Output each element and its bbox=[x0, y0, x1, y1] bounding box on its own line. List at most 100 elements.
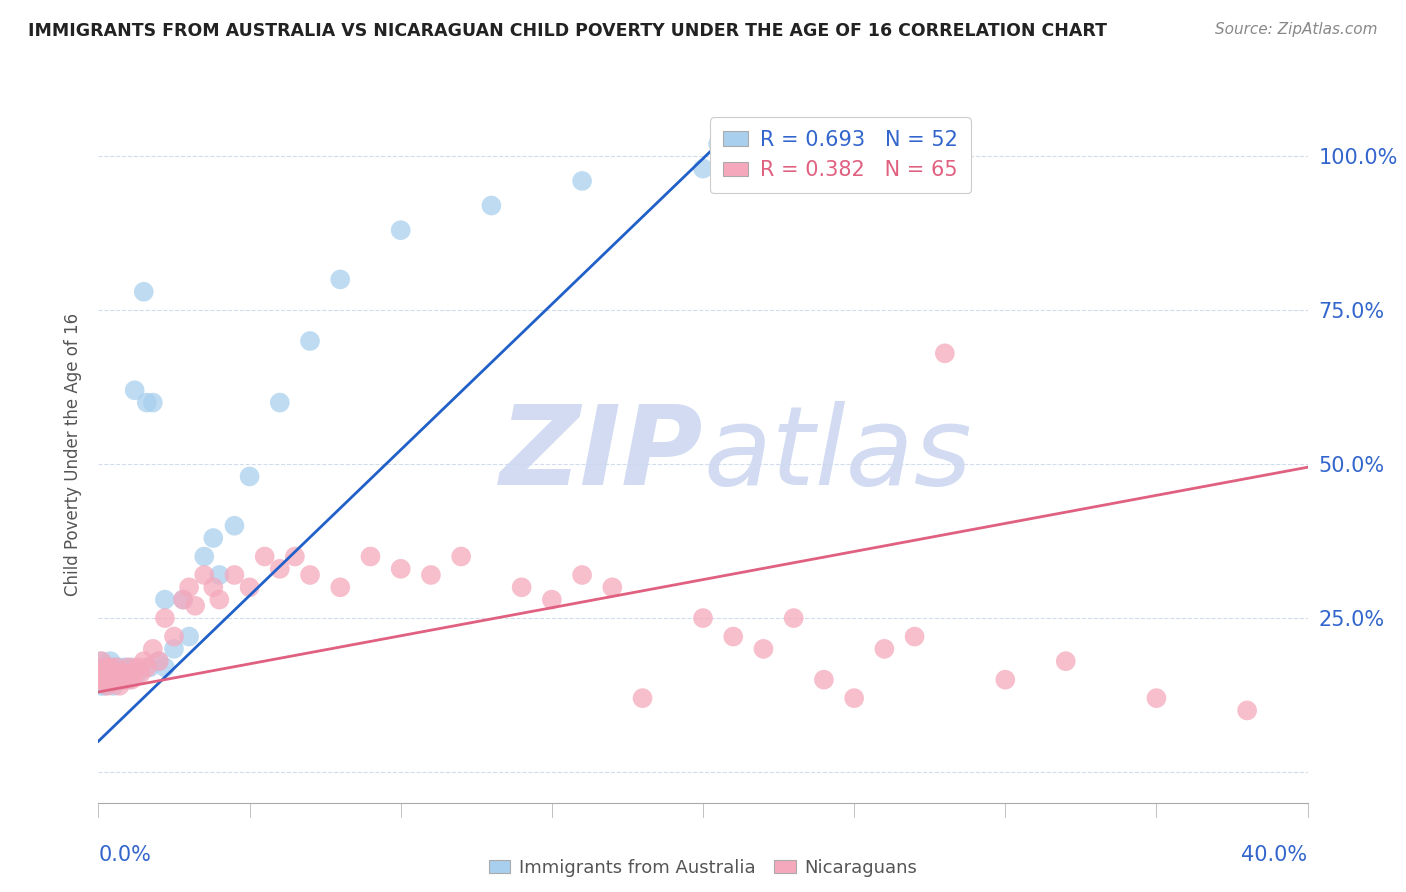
Text: 0.0%: 0.0% bbox=[98, 845, 152, 864]
Point bbox=[707, 136, 730, 151]
Point bbox=[299, 334, 322, 348]
Point bbox=[90, 666, 112, 681]
Point bbox=[239, 469, 262, 483]
Point bbox=[135, 395, 157, 409]
Point bbox=[1144, 691, 1167, 706]
Point bbox=[299, 568, 322, 582]
Point bbox=[121, 673, 143, 687]
Point bbox=[124, 666, 146, 681]
Point bbox=[118, 673, 141, 687]
Point bbox=[193, 568, 215, 582]
Point bbox=[103, 673, 125, 687]
Point bbox=[93, 679, 115, 693]
Point bbox=[114, 660, 136, 674]
Point bbox=[90, 666, 112, 681]
Point bbox=[118, 666, 141, 681]
Point bbox=[844, 691, 866, 706]
Point bbox=[253, 549, 276, 564]
Point bbox=[510, 580, 533, 594]
Point bbox=[111, 666, 134, 681]
Point bbox=[163, 630, 186, 644]
Point bbox=[994, 673, 1017, 687]
Point bbox=[329, 580, 352, 594]
Point bbox=[111, 673, 134, 687]
Point bbox=[96, 666, 118, 681]
Point bbox=[108, 679, 131, 693]
Point bbox=[100, 666, 122, 681]
Point bbox=[96, 666, 118, 681]
Point bbox=[93, 660, 115, 674]
Point bbox=[90, 673, 112, 687]
Point bbox=[873, 641, 896, 656]
Point bbox=[239, 580, 262, 594]
Point bbox=[132, 285, 155, 299]
Point bbox=[100, 654, 122, 668]
Point bbox=[450, 549, 472, 564]
Point bbox=[103, 660, 125, 674]
Point bbox=[1236, 703, 1258, 717]
Point bbox=[124, 384, 146, 398]
Point bbox=[118, 660, 141, 674]
Point bbox=[723, 630, 745, 644]
Point bbox=[153, 611, 176, 625]
Point bbox=[111, 666, 134, 681]
Point bbox=[127, 660, 149, 674]
Point bbox=[90, 673, 112, 687]
Point bbox=[100, 673, 122, 687]
Point bbox=[540, 592, 562, 607]
Point bbox=[96, 679, 118, 693]
Point bbox=[420, 568, 443, 582]
Point bbox=[1054, 654, 1077, 668]
Point bbox=[602, 580, 624, 594]
Point bbox=[153, 592, 176, 607]
Point bbox=[93, 673, 115, 687]
Point bbox=[100, 673, 122, 687]
Point bbox=[93, 660, 115, 674]
Y-axis label: Child Poverty Under the Age of 16: Child Poverty Under the Age of 16 bbox=[65, 313, 83, 597]
Point bbox=[103, 679, 125, 693]
Point bbox=[172, 592, 194, 607]
Point bbox=[129, 666, 152, 681]
Point bbox=[90, 654, 112, 668]
Point bbox=[142, 395, 165, 409]
Point bbox=[100, 660, 122, 674]
Point bbox=[105, 660, 128, 674]
Point bbox=[783, 611, 806, 625]
Point bbox=[752, 641, 775, 656]
Point bbox=[934, 346, 956, 360]
Text: ZIP: ZIP bbox=[499, 401, 703, 508]
Point bbox=[389, 223, 412, 237]
Point bbox=[103, 673, 125, 687]
Point bbox=[148, 654, 170, 668]
Point bbox=[389, 562, 412, 576]
Point bbox=[224, 568, 246, 582]
Point bbox=[108, 660, 131, 674]
Point bbox=[904, 630, 927, 644]
Point bbox=[118, 666, 141, 681]
Point bbox=[184, 599, 207, 613]
Text: Source: ZipAtlas.com: Source: ZipAtlas.com bbox=[1215, 22, 1378, 37]
Point bbox=[208, 568, 231, 582]
Point bbox=[111, 673, 134, 687]
Point bbox=[108, 673, 131, 687]
Point bbox=[329, 272, 352, 286]
Point bbox=[90, 654, 112, 668]
Point bbox=[103, 666, 125, 681]
Point bbox=[127, 666, 149, 681]
Point bbox=[139, 660, 162, 674]
Point bbox=[481, 198, 503, 212]
Point bbox=[284, 549, 307, 564]
Point bbox=[163, 641, 186, 656]
Point bbox=[179, 580, 201, 594]
Point bbox=[148, 654, 170, 668]
Legend: Immigrants from Australia, Nicaraguans: Immigrants from Australia, Nicaraguans bbox=[481, 852, 925, 884]
Point bbox=[692, 611, 714, 625]
Point bbox=[93, 673, 115, 687]
Text: atlas: atlas bbox=[703, 401, 972, 508]
Point bbox=[132, 654, 155, 668]
Point bbox=[692, 161, 714, 176]
Point bbox=[90, 679, 112, 693]
Point bbox=[179, 630, 201, 644]
Text: IMMIGRANTS FROM AUSTRALIA VS NICARAGUAN CHILD POVERTY UNDER THE AGE OF 16 CORREL: IMMIGRANTS FROM AUSTRALIA VS NICARAGUAN … bbox=[28, 22, 1107, 40]
Point bbox=[172, 592, 194, 607]
